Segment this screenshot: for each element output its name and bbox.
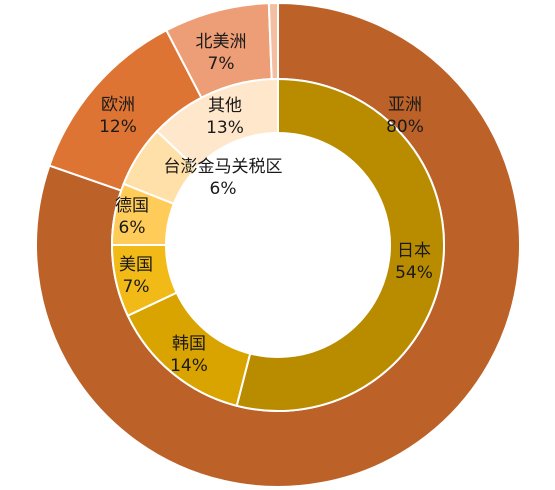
slice-name: 北美洲	[196, 32, 247, 52]
slice-percent: 7%	[123, 277, 150, 297]
slice-name: 韩国	[172, 334, 206, 354]
inner-slice-label: 其他 13%	[206, 96, 244, 138]
inner-slice-label: 德国 6%	[115, 196, 149, 238]
inner-ring	[110, 77, 445, 412]
slice-percent: 6%	[210, 179, 237, 199]
slice-labels: 亚洲 80%欧洲 12%北美洲 7%日本 54%韩国 14%美国 7%德国 6%台澎金马关税区…	[99, 32, 433, 376]
slice-percent: 7%	[208, 54, 235, 74]
inner-slice-label: 日本 54%	[395, 241, 433, 283]
outer-slice-label: 亚洲 80%	[386, 95, 424, 137]
slice-name: 美国	[119, 255, 153, 275]
outer-slice-label: 北美洲 7%	[196, 32, 247, 74]
slice-percent: 54%	[395, 263, 433, 283]
slice-percent: 12%	[99, 117, 137, 137]
slice-name: 亚洲	[388, 95, 422, 115]
outer-ring	[35, 1, 521, 488]
outer-slice-label: 欧洲 12%	[99, 95, 137, 137]
slice-name: 日本	[397, 241, 431, 261]
slice-percent: 14%	[170, 356, 208, 376]
inner-slice-其他	[155, 77, 279, 170]
slice-percent: 13%	[206, 118, 244, 138]
inner-slice-label: 美国 7%	[119, 255, 153, 297]
inner-slice-label: 韩国 14%	[170, 334, 208, 376]
slice-percent: 80%	[386, 117, 424, 137]
slice-name: 欧洲	[101, 95, 135, 115]
slice-percent: 6%	[119, 218, 146, 238]
slice-name: 其他	[208, 96, 242, 116]
slice-name: 台澎金马关税区	[164, 157, 283, 177]
inner-slice-日本	[235, 77, 445, 412]
inner-slice-label: 台澎金马关税区 6%	[164, 157, 283, 199]
slice-name: 德国	[115, 196, 149, 216]
